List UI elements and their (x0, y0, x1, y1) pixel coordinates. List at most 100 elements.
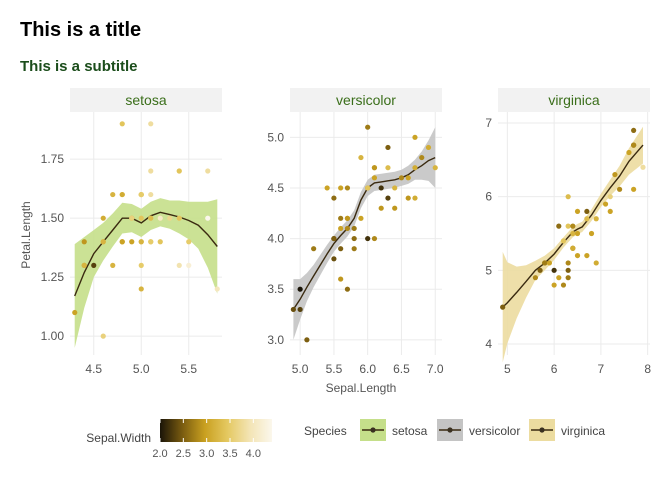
y-tick-label: 4 (485, 337, 492, 351)
data-point (148, 121, 154, 127)
data-point (584, 216, 590, 222)
x-tick-label: 8 (644, 362, 651, 376)
x-tick-label: 6.0 (359, 362, 376, 376)
chart-subtitle: This is a subtitle (20, 58, 138, 75)
data-point (392, 205, 398, 211)
data-point (551, 267, 557, 273)
legend-label: virginica (561, 424, 605, 438)
legend-key-point (539, 427, 545, 433)
y-tick-label: 6 (485, 190, 492, 204)
data-point (344, 185, 351, 191)
data-point (297, 286, 303, 292)
data-point (419, 154, 425, 161)
data-point (119, 239, 125, 245)
data-point (570, 230, 576, 237)
x-tick-label: 4.5 (85, 362, 102, 376)
y-tick-label: 1.75 (41, 152, 65, 166)
legend-key-point (447, 427, 453, 433)
y-axis-title: Petal.Length (19, 201, 33, 268)
confidence-band (293, 127, 436, 340)
data-point (358, 215, 364, 221)
data-point (542, 260, 548, 266)
y-tick-label: 3.0 (267, 333, 284, 347)
data-point (617, 186, 623, 192)
data-point (148, 239, 154, 245)
facet-panel-versicolor: versicolor 5.0 5.5 6.0 6.5 7.0 3.0 3.5 4.0 4.5 5.0 (267, 88, 444, 376)
data-point (574, 252, 581, 259)
data-point (365, 124, 371, 130)
data-point (574, 208, 581, 215)
data-point (351, 246, 357, 252)
facet-strip (70, 88, 222, 112)
data-point (631, 186, 637, 192)
data-point (412, 165, 418, 171)
smooth-line (74, 211, 218, 297)
data-point (324, 185, 330, 191)
x-tick-label: 5.5 (180, 362, 197, 376)
data-point (176, 215, 182, 221)
data-point (546, 260, 553, 266)
colorbar-tick-label: 3.0 (199, 448, 214, 460)
data-point (385, 144, 391, 151)
data-point (593, 260, 599, 266)
data-point (297, 306, 303, 313)
data-point (338, 185, 344, 191)
data-point (405, 175, 411, 181)
data-point (338, 276, 344, 282)
data-point (351, 225, 357, 232)
legend-title: Species (304, 424, 347, 438)
data-point (371, 235, 378, 242)
data-point (331, 256, 337, 262)
facet-strip-label: versicolor (336, 92, 396, 108)
x-tick-label: 7 (598, 362, 605, 376)
data-point (129, 215, 135, 221)
data-point (119, 121, 125, 127)
data-point (570, 223, 576, 229)
facet-strip-label: virginica (548, 92, 600, 108)
x-tick-label: 5 (504, 362, 511, 376)
y-tick-label: 3.5 (267, 282, 284, 296)
data-point (640, 164, 646, 170)
y-tick-label: 5.0 (267, 130, 284, 144)
data-point (186, 262, 192, 268)
data-point (138, 286, 144, 292)
legend-key-point (370, 427, 376, 433)
data-point (412, 134, 418, 140)
x-tick-label: 6 (551, 362, 558, 376)
data-point (344, 225, 351, 232)
data-point (371, 175, 378, 181)
data-point (365, 185, 371, 191)
data-point (565, 267, 571, 273)
data-point (100, 215, 106, 221)
data-point (556, 223, 562, 229)
data-point (344, 215, 351, 221)
data-point (344, 286, 351, 292)
data-point (412, 195, 418, 201)
x-tick-label: 5.5 (326, 362, 343, 376)
data-point (311, 246, 317, 252)
data-point (176, 262, 182, 268)
data-point (556, 275, 562, 281)
data-point (119, 191, 125, 198)
x-tick-label: 6.5 (393, 362, 410, 376)
data-point (584, 208, 590, 215)
facet-strip (498, 88, 650, 112)
colorbar-title: Sepal.Width (86, 431, 151, 445)
data-point (371, 165, 378, 171)
x-tick-label: 7.0 (427, 362, 444, 376)
data-point (565, 223, 571, 229)
data-point (565, 194, 571, 200)
data-point (570, 245, 576, 251)
y-tick-label: 1.00 (41, 329, 65, 343)
data-point (100, 239, 106, 245)
data-point (338, 215, 344, 221)
data-point (214, 286, 220, 292)
data-point (378, 205, 384, 211)
species-legend: Species setosa versicolor virginica (304, 419, 605, 441)
data-point (631, 127, 637, 134)
colorbar-tick-label: 2.0 (152, 448, 167, 460)
y-tick-label: 5 (485, 263, 492, 277)
data-point (560, 282, 567, 288)
data-point (331, 195, 337, 201)
